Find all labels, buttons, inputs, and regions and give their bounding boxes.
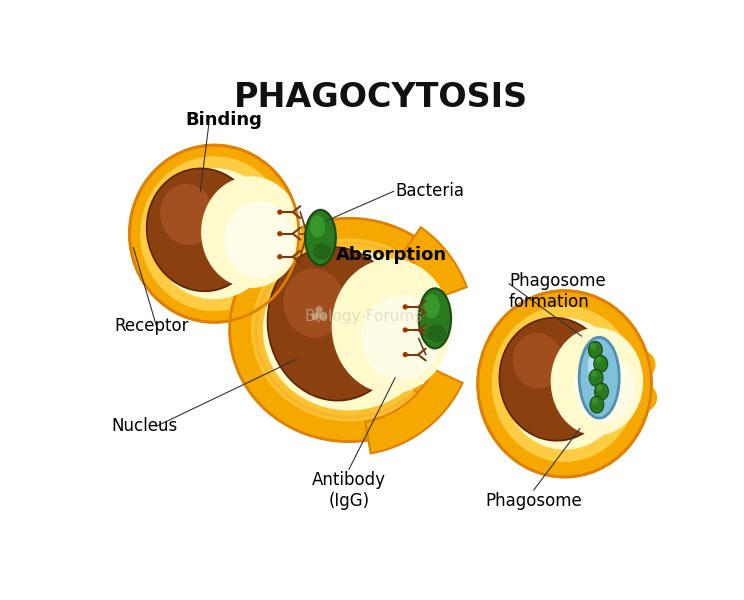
Ellipse shape bbox=[312, 243, 331, 260]
Ellipse shape bbox=[617, 346, 647, 375]
Circle shape bbox=[403, 353, 407, 356]
Ellipse shape bbox=[626, 350, 655, 379]
Ellipse shape bbox=[224, 202, 294, 278]
Ellipse shape bbox=[492, 306, 638, 462]
Circle shape bbox=[278, 232, 282, 236]
Ellipse shape bbox=[589, 369, 603, 386]
Polygon shape bbox=[251, 238, 434, 422]
Ellipse shape bbox=[590, 343, 596, 349]
Circle shape bbox=[403, 305, 407, 309]
Ellipse shape bbox=[503, 318, 626, 450]
Ellipse shape bbox=[160, 184, 214, 245]
Ellipse shape bbox=[618, 391, 648, 420]
Ellipse shape bbox=[381, 274, 489, 386]
Text: Nucleus: Nucleus bbox=[112, 417, 178, 435]
Ellipse shape bbox=[595, 357, 601, 363]
Ellipse shape bbox=[361, 295, 442, 380]
Ellipse shape bbox=[423, 295, 440, 319]
Text: Receptor: Receptor bbox=[114, 317, 189, 335]
Ellipse shape bbox=[201, 176, 301, 288]
Ellipse shape bbox=[283, 268, 345, 338]
Ellipse shape bbox=[596, 385, 603, 391]
Ellipse shape bbox=[499, 318, 612, 441]
Ellipse shape bbox=[263, 250, 435, 410]
Text: Phagosome: Phagosome bbox=[485, 491, 582, 509]
Ellipse shape bbox=[551, 328, 643, 436]
Ellipse shape bbox=[627, 383, 657, 412]
Polygon shape bbox=[365, 369, 463, 454]
Ellipse shape bbox=[195, 207, 264, 276]
Ellipse shape bbox=[419, 289, 451, 349]
Circle shape bbox=[278, 255, 282, 259]
Ellipse shape bbox=[574, 354, 635, 423]
Text: Binding: Binding bbox=[186, 111, 263, 129]
Ellipse shape bbox=[152, 168, 277, 299]
Ellipse shape bbox=[147, 169, 259, 291]
Polygon shape bbox=[403, 227, 466, 298]
Ellipse shape bbox=[591, 398, 597, 404]
Ellipse shape bbox=[543, 356, 609, 424]
Text: ♣: ♣ bbox=[308, 307, 328, 327]
Text: Antibody
(IgG): Antibody (IgG) bbox=[312, 471, 386, 509]
Polygon shape bbox=[230, 218, 452, 442]
Ellipse shape bbox=[594, 355, 608, 372]
Ellipse shape bbox=[478, 291, 652, 477]
Text: Phagosome
formation: Phagosome formation bbox=[509, 272, 606, 311]
Ellipse shape bbox=[513, 333, 562, 388]
Ellipse shape bbox=[310, 215, 325, 238]
Ellipse shape bbox=[332, 259, 451, 394]
Text: Absorption: Absorption bbox=[336, 246, 447, 264]
Ellipse shape bbox=[140, 156, 289, 311]
Circle shape bbox=[278, 210, 282, 214]
Circle shape bbox=[403, 328, 407, 332]
Ellipse shape bbox=[268, 247, 403, 401]
Ellipse shape bbox=[305, 210, 336, 265]
Ellipse shape bbox=[589, 341, 603, 358]
Ellipse shape bbox=[588, 353, 603, 380]
Ellipse shape bbox=[427, 325, 446, 343]
Ellipse shape bbox=[591, 371, 597, 377]
Ellipse shape bbox=[594, 383, 609, 400]
Ellipse shape bbox=[590, 396, 604, 413]
Ellipse shape bbox=[324, 299, 408, 380]
Ellipse shape bbox=[579, 337, 619, 418]
Text: Bacteria: Bacteria bbox=[395, 182, 464, 200]
Ellipse shape bbox=[230, 218, 468, 442]
Ellipse shape bbox=[129, 145, 299, 322]
Text: PHAGOCYTOSIS: PHAGOCYTOSIS bbox=[234, 81, 528, 114]
Text: Biology-Forums: Biology-Forums bbox=[305, 310, 423, 325]
